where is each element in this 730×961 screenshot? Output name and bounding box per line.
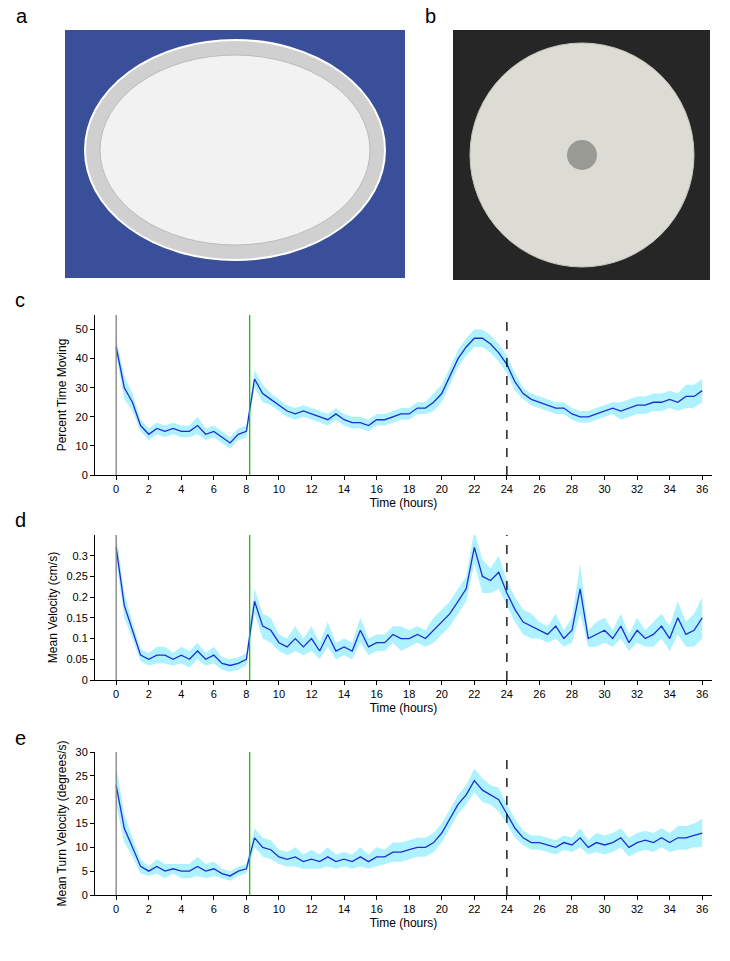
svg-text:36: 36	[696, 903, 708, 915]
svg-text:16: 16	[371, 483, 383, 495]
svg-text:0: 0	[113, 483, 119, 495]
svg-text:6: 6	[211, 688, 217, 700]
svg-text:30: 30	[598, 688, 610, 700]
svg-text:50: 50	[76, 323, 88, 335]
svg-text:0: 0	[113, 688, 119, 700]
svg-text:b: b	[425, 5, 436, 27]
svg-text:18: 18	[403, 688, 415, 700]
svg-text:20: 20	[436, 903, 448, 915]
svg-text:14: 14	[338, 903, 350, 915]
svg-text:18: 18	[403, 903, 415, 915]
svg-text:26: 26	[533, 483, 545, 495]
svg-text:10: 10	[273, 688, 285, 700]
svg-text:8: 8	[243, 688, 249, 700]
svg-text:32: 32	[631, 903, 643, 915]
svg-text:34: 34	[664, 483, 676, 495]
svg-text:0.3: 0.3	[73, 550, 88, 562]
svg-text:30: 30	[598, 483, 610, 495]
svg-text:a: a	[16, 5, 28, 27]
svg-text:10: 10	[76, 440, 88, 452]
svg-text:24: 24	[501, 483, 513, 495]
svg-text:0.25: 0.25	[66, 570, 87, 582]
svg-text:26: 26	[533, 903, 545, 915]
svg-text:34: 34	[664, 688, 676, 700]
svg-text:32: 32	[631, 483, 643, 495]
svg-text:30: 30	[76, 746, 88, 758]
svg-text:12: 12	[305, 688, 317, 700]
svg-text:25: 25	[76, 770, 88, 782]
svg-text:22: 22	[468, 688, 480, 700]
svg-text:Mean Velocity (cm/s): Mean Velocity (cm/s)	[46, 552, 60, 663]
svg-text:15: 15	[76, 817, 88, 829]
svg-text:4: 4	[178, 903, 184, 915]
svg-text:20: 20	[76, 794, 88, 806]
svg-text:24: 24	[501, 903, 513, 915]
svg-text:16: 16	[371, 903, 383, 915]
svg-text:0: 0	[82, 674, 88, 686]
svg-text:36: 36	[696, 688, 708, 700]
svg-text:0.1: 0.1	[73, 632, 88, 644]
svg-text:26: 26	[533, 688, 545, 700]
svg-text:30: 30	[598, 903, 610, 915]
svg-text:36: 36	[696, 483, 708, 495]
svg-text:e: e	[15, 727, 26, 749]
svg-text:6: 6	[211, 903, 217, 915]
svg-text:10: 10	[273, 903, 285, 915]
svg-text:28: 28	[566, 688, 578, 700]
svg-text:20: 20	[76, 411, 88, 423]
svg-text:10: 10	[273, 483, 285, 495]
svg-text:2: 2	[146, 688, 152, 700]
svg-text:2: 2	[146, 903, 152, 915]
svg-text:6: 6	[211, 483, 217, 495]
svg-text:20: 20	[436, 688, 448, 700]
svg-text:Mean Turn Velocity (degrees/s): Mean Turn Velocity (degrees/s)	[55, 740, 69, 906]
svg-text:5: 5	[82, 865, 88, 877]
svg-text:12: 12	[305, 903, 317, 915]
svg-text:28: 28	[566, 483, 578, 495]
svg-text:Time (hours): Time (hours)	[370, 701, 438, 715]
svg-text:16: 16	[371, 688, 383, 700]
svg-text:18: 18	[403, 483, 415, 495]
svg-text:d: d	[15, 509, 26, 531]
svg-text:8: 8	[243, 903, 249, 915]
svg-text:14: 14	[338, 483, 350, 495]
svg-text:4: 4	[178, 483, 184, 495]
svg-text:22: 22	[468, 483, 480, 495]
svg-text:Percent Time Moving: Percent Time Moving	[55, 339, 69, 452]
svg-text:Time (hours): Time (hours)	[370, 496, 438, 510]
svg-text:32: 32	[631, 688, 643, 700]
svg-text:0.05: 0.05	[66, 653, 87, 665]
svg-text:24: 24	[501, 688, 513, 700]
svg-text:8: 8	[243, 483, 249, 495]
svg-text:30: 30	[76, 382, 88, 394]
svg-text:c: c	[15, 289, 25, 311]
svg-text:0: 0	[82, 469, 88, 481]
svg-text:34: 34	[664, 903, 676, 915]
svg-text:0.2: 0.2	[73, 591, 88, 603]
svg-text:28: 28	[566, 903, 578, 915]
svg-text:14: 14	[338, 688, 350, 700]
svg-text:22: 22	[468, 903, 480, 915]
svg-text:12: 12	[305, 483, 317, 495]
svg-text:20: 20	[436, 483, 448, 495]
svg-text:10: 10	[76, 841, 88, 853]
svg-text:0: 0	[82, 889, 88, 901]
svg-text:0.15: 0.15	[66, 612, 87, 624]
svg-text:4: 4	[178, 688, 184, 700]
svg-text:Time (hours): Time (hours)	[370, 916, 438, 930]
svg-text:2: 2	[146, 483, 152, 495]
svg-text:40: 40	[76, 352, 88, 364]
svg-text:0: 0	[113, 903, 119, 915]
